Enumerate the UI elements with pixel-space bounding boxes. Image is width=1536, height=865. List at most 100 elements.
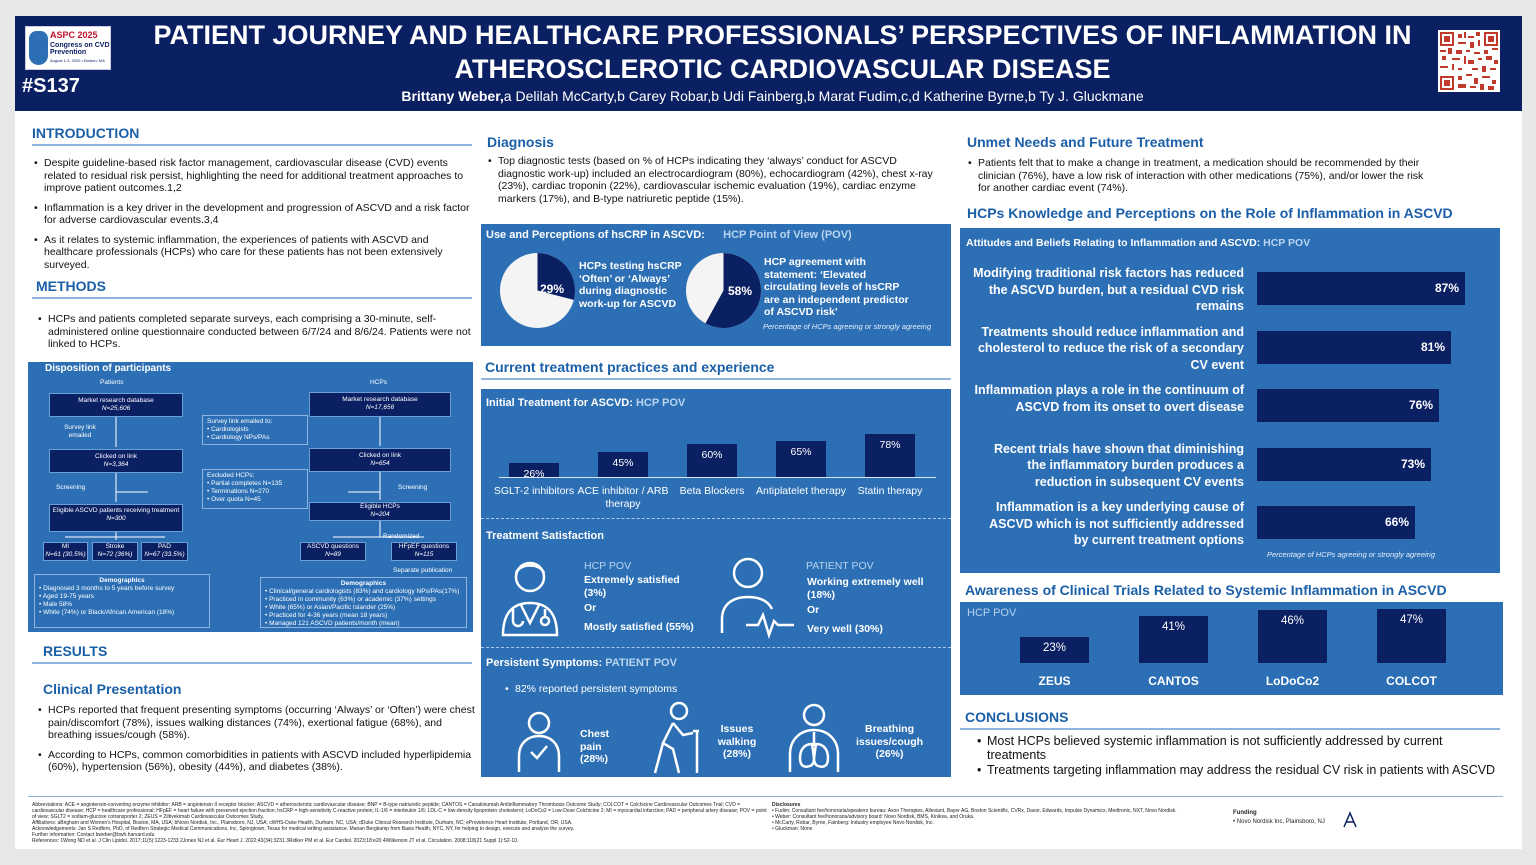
awareness-pov: HCP POV [967,607,1017,619]
list-item: As it relates to systemic inflammation, … [34,234,477,272]
pie-slice [537,253,575,300]
introduction-heading: INTRODUCTION [32,125,140,141]
patients-screening-label: Screening [56,484,86,491]
box-label: Market research database [78,397,154,404]
box-count: N=17,656 [365,404,395,411]
treatment-bar-label: SGLT-2 inhibitors [493,485,575,497]
treatment-bar-label: Antiplatelet therapy [756,485,846,497]
chart-baseline [499,477,936,478]
qr-code[interactable] [1438,30,1500,92]
heart-logo-icon [29,31,48,65]
awareness-heading: Awareness of Clinical Trials Related to … [965,582,1447,598]
awareness-bar: 41% [1139,616,1208,663]
footer-abbreviations: Abbreviations: ACE = angiotensin-convert… [32,802,767,820]
footer-citations: References: 1Wong ND et al. J Clin Lipid… [32,838,519,844]
clinical-heading: Clinical Presentation [43,681,182,697]
list-item: • Male 58% [39,601,72,608]
box-count: N=67 (33.5%) [144,551,185,558]
stroke-box: Stroke N=72 (36%) [92,542,138,561]
initial-treatment-title: Initial Treatment for ASCVD: HCP POV [486,397,686,409]
list-item: • Fudim: Consultant fee/honoraria/speake… [772,808,1177,814]
list-item: • Cardiologists [207,426,249,433]
patients-label: Patients [100,379,124,386]
list-item: • Terminations N=270 [207,488,269,495]
hcp-satisfaction-line: (3%) [584,586,607,599]
patients-market-box: Market research database N=25,606 [49,393,183,417]
panel-note: Percentage of HCPs agreeing or strongly … [1267,550,1436,559]
box-label: Stroke [105,543,125,550]
box-count: N=89 [325,551,341,558]
attitude-bar: 87% [1257,272,1465,305]
funding-title: Funding [1233,810,1257,816]
box-label: MI [61,543,70,550]
list-item: Treatments targeting inflammation may ad… [977,763,1500,777]
list-item: • Diagnosed 3 months to 5 years before s… [39,585,175,592]
treatment-bar: 65% [776,441,826,477]
patient-heartbeat-icon [720,557,794,639]
box-label: Survey link emailed to: [207,418,273,425]
box-count: N=3,364 [103,461,129,468]
symptoms-text: 82% reported persistent symptoms [503,683,803,703]
patient-satisfaction-or: Or [807,604,820,616]
logo-title: ASPC 2025 [50,30,98,40]
excluded-box: Excluded HCPs: • Partial completes N=135… [202,469,308,509]
patients-demographics: Demographics • Diagnosed 3 months to 5 y… [34,574,210,628]
patient-satisfaction-line: (18%) [807,588,836,601]
logo-dates: August 1-3, 2025 • Boston, MA [50,58,105,63]
pad-box: PAD N=67 (33.5%) [141,542,188,561]
hcps-eligible-box: Eligible HCPs N=204 [309,502,451,521]
box-count: N=300 [106,515,126,522]
header-banner: ASPC 2025 Congress on CVD Prevention Aug… [15,16,1522,111]
poster-title-line1: PATIENT JOURNEY AND HEALTHCARE PROFESSIO… [153,20,1412,50]
footer-references: Abbreviations: ACE = angiotensin-convert… [32,802,767,844]
awareness-bar: 46% [1258,610,1327,663]
hcp-satisfaction-line: Extremely satisfied [584,574,680,586]
box-count: N=25,606 [101,405,131,412]
awareness-bar: 47% [1377,609,1446,663]
treatment-bar-label: Statin therapy [857,485,923,497]
poster-title-line2: ATHEROSCLEROTIC CARDIOVASCULAR DISEASE [454,54,1111,84]
mi-box: MI N=61 (30.5%) [43,542,88,561]
list-item: • White (74%) or Black/African American … [39,609,175,616]
treatment-panel: Initial Treatment for ASCVD: HCP POV 26%… [481,389,951,777]
list-item: Patients felt that to make a change in t… [968,157,1436,195]
box-label: Excluded HCPs: [207,472,255,479]
attitude-label: Inflammation is a key underlying cause o… [989,500,1244,547]
hcp-satisfaction-line: Mostly satisfied (55%) [584,620,694,633]
hcp-satisfaction: Extremely satisfied (3%) Or Mostly satis… [584,574,709,633]
knowledge-heading: HCPs Knowledge and Perceptions on the Ro… [967,205,1453,221]
list-item: • Practiced in community (63%) or academ… [265,596,436,603]
patient-pov-label: PATIENT POV [806,560,874,572]
box-label: Market research database [342,396,418,403]
list-item: Top diagnostic tests (based on % of HCPs… [488,155,936,205]
attitude-label: Inflammation plays a role in the continu… [974,383,1244,414]
hscrp-testing-pie [500,253,575,328]
treatment-bar: 60% [687,444,737,477]
pie-slice [705,253,761,328]
hcps-screening-label: Screening [398,484,428,491]
hfpef-questions-box: HFpEF questions N=115 [391,542,457,561]
patients-clicked-box: Clicked on link N=3,364 [49,449,183,473]
separate-publication-label: Separate publication [393,567,453,574]
satisfaction-title: Treatment Satisfaction [486,530,604,542]
treatment-bar-label: ACE inhibitor / ARB therapy [577,485,669,510]
qr-code-icon [1440,32,1498,90]
poster: ASPC 2025 Congress on CVD Prevention Aug… [15,16,1522,849]
list-item: • Cardiology NPs/PAs [207,434,270,441]
hcps-clicked-box: Clicked on link N=654 [309,448,451,472]
divider [960,728,1500,730]
awareness-bar-label: COLCOT [1386,674,1437,688]
patient-satisfaction-line: Very well (30%) [807,622,883,635]
symptom-chest-pain: Chest pain (28%) [580,728,610,765]
methods-heading: METHODS [36,278,106,294]
list-item: • Aged 19-75 years [39,593,95,600]
box-count: N=204 [370,511,390,518]
attitude-bar: 76% [1257,389,1439,422]
methods-text: HCPs and patients completed separate sur… [36,313,476,358]
attitude-label: Recent trials have shown that diminishin… [993,441,1244,489]
box-label: ASCVD questions [306,543,360,550]
results-heading: RESULTS [43,643,108,659]
box-label: Clicked on link [95,453,137,460]
list-item: • Managed 121 ASCVD patients/month (mean… [265,620,400,627]
box-label: PAD [158,543,171,550]
